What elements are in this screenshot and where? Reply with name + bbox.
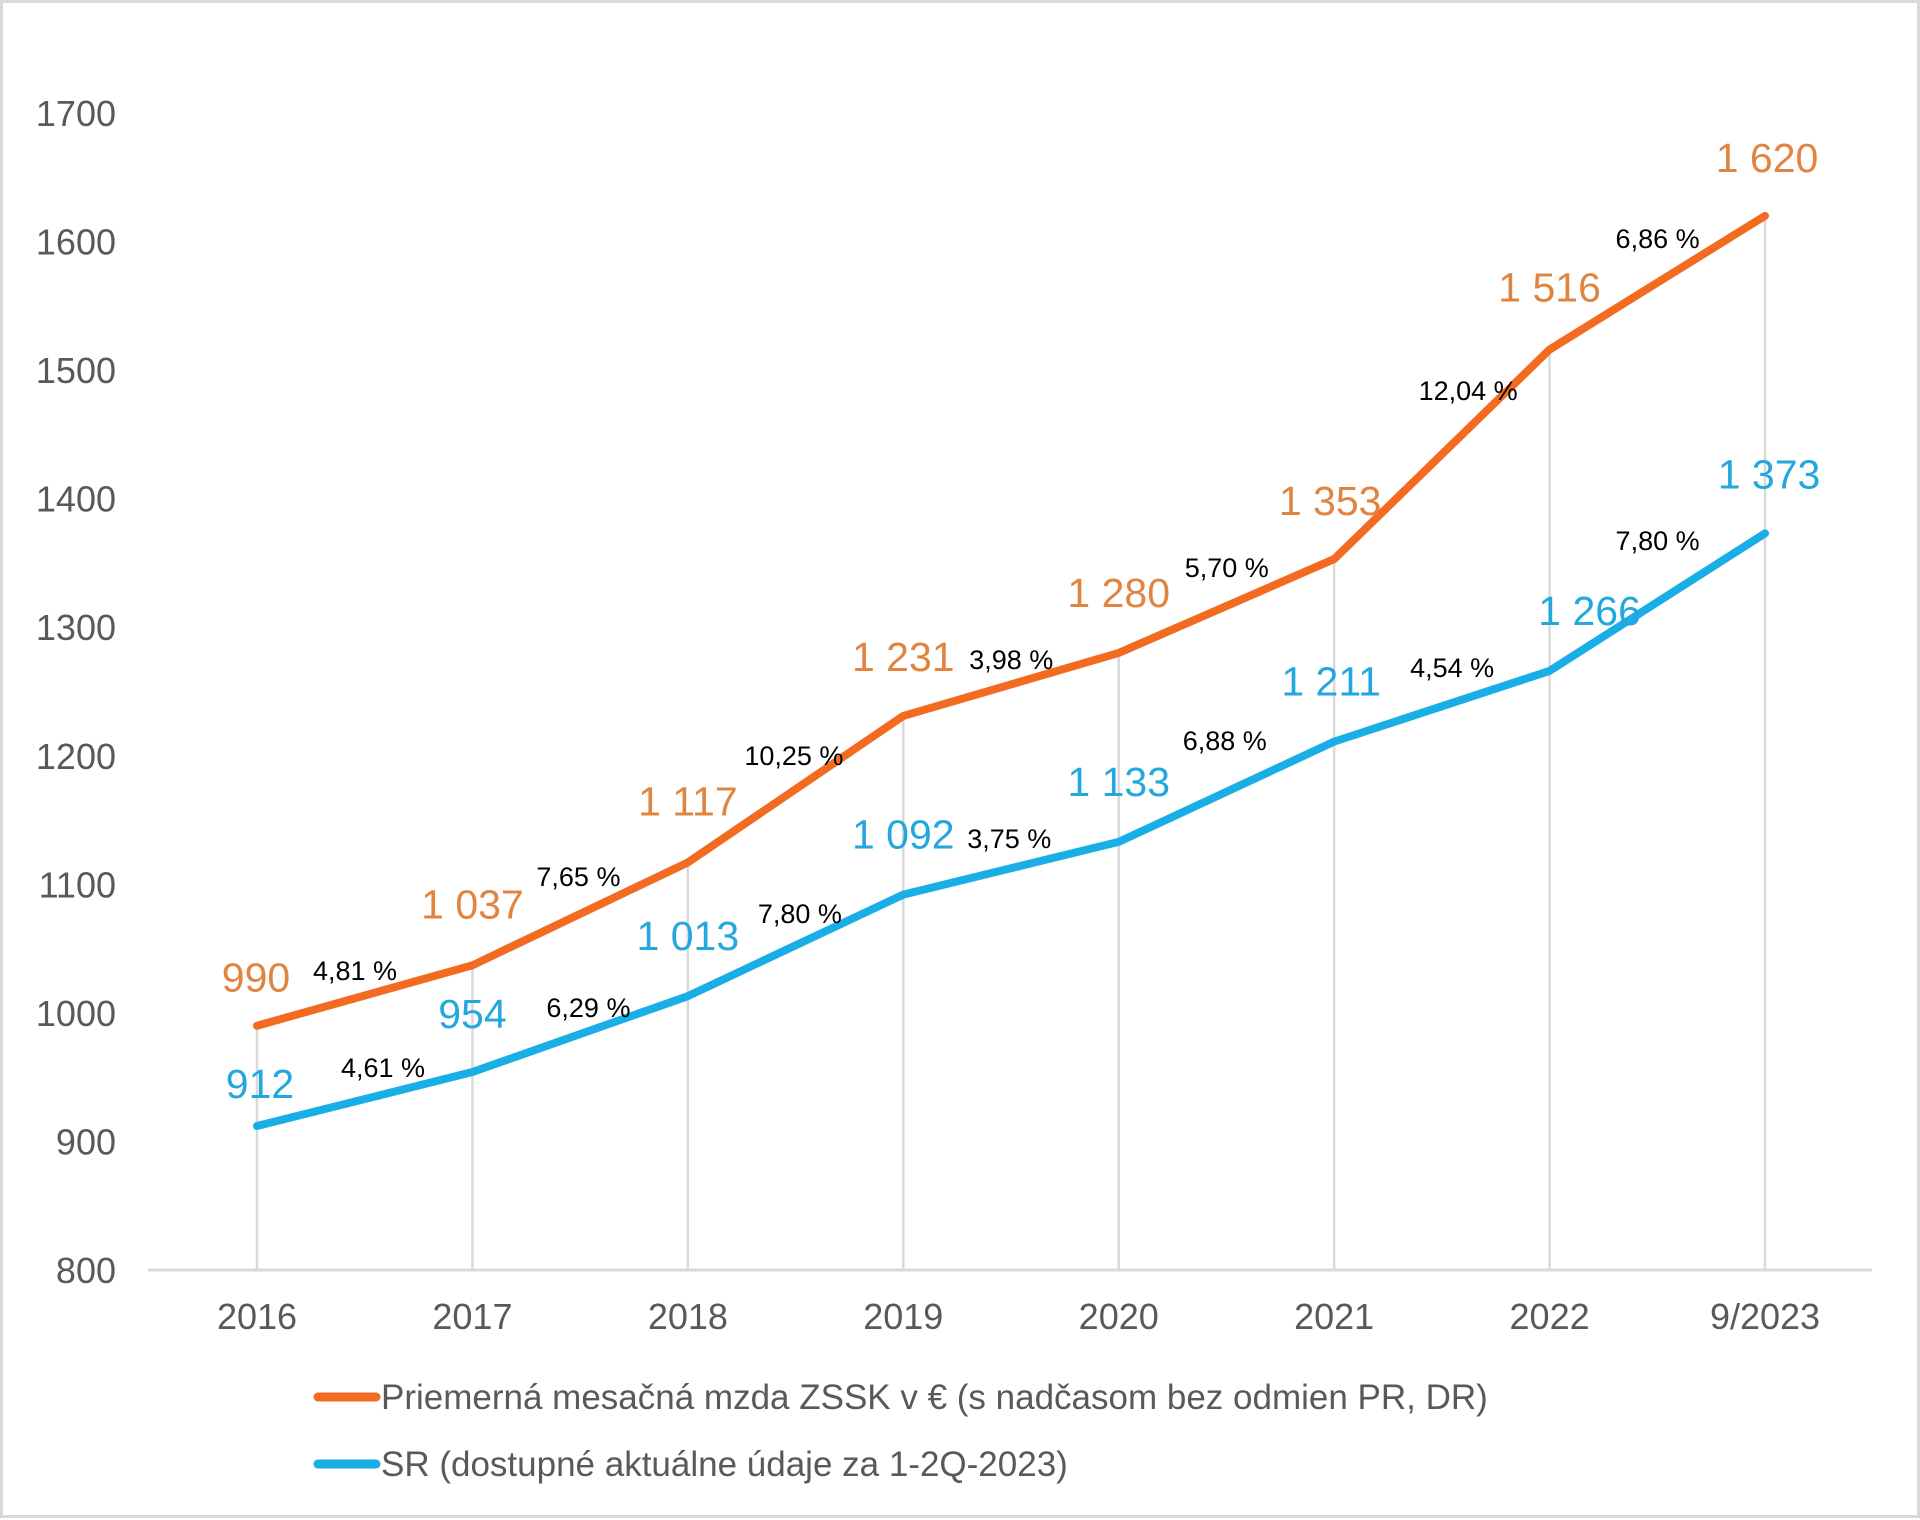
growth-label-zssk: 3,98 % (969, 645, 1053, 675)
value-label-zssk: 1 037 (421, 881, 524, 927)
y-tick-label: 800 (56, 1250, 116, 1291)
x-tick-label: 2019 (863, 1296, 943, 1337)
growth-label-zssk: 12,04 % (1419, 376, 1518, 406)
growth-label-zssk: 10,25 % (744, 741, 843, 771)
growth-label-zssk: 7,65 % (536, 862, 620, 892)
growth-label-zssk: 5,70 % (1185, 553, 1269, 583)
x-axis-ticks: 2016 2017 2018 2019 2020 2021 2022 9/2023 (217, 1296, 1820, 1337)
value-label-sr: 954 (438, 991, 506, 1037)
value-label-sr: 1 211 (1281, 659, 1381, 705)
x-tick-label: 2020 (1079, 1296, 1159, 1337)
legend: Priemerná mesačná mzda ZSSK v € (s nadča… (313, 1378, 1488, 1484)
growth-label-sr: 4,54 % (1410, 653, 1494, 683)
growth-label-zssk: 6,86 % (1616, 224, 1700, 254)
y-tick-label: 1700 (36, 93, 116, 134)
growth-label-sr: 7,80 % (758, 899, 842, 929)
y-tick-label: 1200 (36, 736, 116, 777)
value-label-sr: 1 133 (1067, 759, 1170, 805)
value-label-zssk: 990 (222, 955, 290, 1001)
y-axis-ticks: 800 900 1000 1100 1200 1300 1400 1500 1600 1700 (36, 93, 116, 1291)
x-tick-label: 2018 (648, 1296, 728, 1337)
y-tick-label: 1600 (36, 222, 116, 263)
value-label-zssk: 1 353 (1279, 478, 1382, 524)
value-label-sr: 912 (226, 1061, 294, 1107)
growth-label-sr: 4,61 % (341, 1053, 425, 1083)
series-line-zssk (253, 211, 1770, 1030)
legend-label-zssk: Priemerná mesačná mzda ZSSK v € (s nadča… (381, 1378, 1488, 1417)
growth-label-zssk: 4,81 % (313, 956, 397, 986)
value-label-sr: 1 092 (852, 812, 955, 858)
x-tick-label: 2022 (1510, 1296, 1590, 1337)
gridlines (255, 215, 1767, 1270)
growth-label-sr: 6,29 % (546, 993, 630, 1023)
series-line-sr (253, 529, 1770, 1131)
value-label-sr: 1 013 (637, 913, 740, 959)
growth-label-sr: 6,88 % (1183, 726, 1267, 756)
value-label-zssk: 1 620 (1716, 135, 1819, 181)
y-tick-label: 1100 (39, 864, 116, 905)
growth-label-sr: 7,80 % (1616, 526, 1700, 556)
y-tick-label: 1300 (36, 607, 116, 648)
x-tick-label: 2016 (217, 1296, 297, 1337)
series-lines (253, 211, 1770, 1131)
x-tick-label: 2021 (1294, 1296, 1374, 1337)
value-label-sr: 1 266 (1538, 588, 1641, 634)
value-label-zssk: 1 231 (852, 634, 955, 680)
value-label-zssk: 1 280 (1067, 570, 1170, 616)
y-tick-label: 900 (56, 1121, 116, 1162)
x-tick-label: 9/2023 (1710, 1296, 1820, 1337)
data-labels: 990 1 037 1 117 1 231 1 280 1 353 1 516 1 620 4,… (222, 135, 1821, 1107)
y-tick-label: 1000 (36, 993, 116, 1034)
value-label-sr: 1 373 (1718, 451, 1821, 497)
x-tick-label: 2017 (432, 1296, 512, 1337)
legend-label-sr: SR (dostupné aktuálne údaje za 1-2Q-2023… (381, 1445, 1068, 1484)
y-tick-label: 1500 (36, 350, 116, 391)
growth-label-sr: 3,75 % (967, 824, 1051, 854)
y-tick-label: 1400 (36, 479, 116, 520)
value-label-zssk: 1 516 (1498, 265, 1601, 311)
value-label-zssk: 1 117 (638, 778, 738, 824)
